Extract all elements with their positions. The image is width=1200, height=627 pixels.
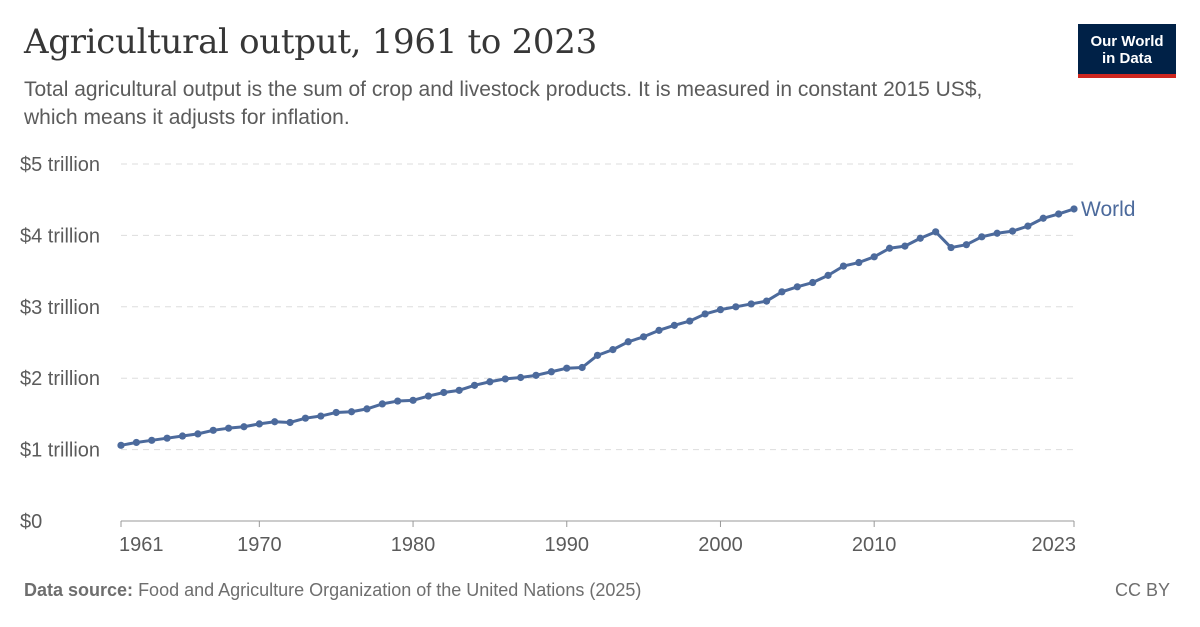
data-point[interactable] — [440, 388, 448, 397]
x-tick-label: 2023 — [1032, 534, 1077, 556]
data-point[interactable] — [332, 408, 340, 417]
data-point[interactable] — [470, 381, 479, 389]
data-point[interactable] — [132, 438, 140, 447]
data-point[interactable] — [978, 233, 986, 241]
data-point[interactable] — [855, 258, 863, 267]
data-point[interactable] — [701, 310, 709, 318]
license-link[interactable]: CC BY — [1114, 580, 1170, 600]
data-point[interactable] — [640, 333, 648, 341]
x-tick-label: 2010 — [852, 534, 897, 556]
data-point[interactable] — [363, 405, 371, 413]
data-point[interactable] — [501, 375, 509, 383]
data-point[interactable] — [624, 338, 632, 346]
data-point[interactable] — [716, 306, 725, 314]
data-point[interactable] — [686, 317, 694, 325]
data-point[interactable] — [655, 326, 663, 334]
data-point[interactable] — [1070, 205, 1078, 213]
y-tick-label: $1 trillion — [20, 440, 100, 462]
series-world[interactable]: World — [117, 198, 1135, 449]
data-point[interactable] — [224, 424, 233, 432]
data-point[interactable] — [901, 242, 909, 250]
data-point[interactable] — [194, 430, 202, 438]
data-source-label: Data source: — [24, 580, 134, 600]
data-point[interactable] — [778, 288, 786, 296]
data-point[interactable] — [163, 434, 171, 442]
data-point[interactable] — [240, 423, 248, 431]
data-point[interactable] — [947, 243, 955, 252]
data-point[interactable] — [455, 386, 463, 394]
y-tick-label: $5 trillion — [20, 154, 100, 176]
data-point[interactable] — [1039, 214, 1047, 222]
data-point[interactable] — [747, 300, 755, 308]
data-point[interactable] — [517, 373, 525, 382]
data-point[interactable] — [793, 283, 801, 291]
data-point[interactable] — [317, 412, 325, 420]
data-point[interactable] — [424, 392, 433, 400]
data-point[interactable] — [1008, 227, 1017, 235]
y-tick-label: $4 trillion — [20, 225, 100, 247]
chart-subtitle: Total agricultural output is the sum of … — [24, 78, 983, 129]
series-line-world[interactable] — [119, 207, 1076, 447]
y-tick-label: $2 trillion — [20, 368, 100, 390]
data-point[interactable] — [593, 351, 602, 359]
data-point[interactable] — [670, 321, 678, 329]
data-point[interactable] — [301, 414, 310, 422]
data-point[interactable] — [1055, 210, 1063, 218]
data-point[interactable] — [547, 368, 555, 376]
x-axis: 1961 1970 1980 1990 2000 2010 2023 — [119, 520, 1077, 556]
y-tick-label: $3 trillion — [20, 297, 100, 319]
data-point[interactable] — [839, 262, 848, 270]
data-point[interactable] — [824, 271, 832, 279]
data-point[interactable] — [286, 418, 294, 427]
data-point[interactable] — [209, 426, 217, 434]
x-tick-label: 2000 — [698, 534, 743, 556]
data-point[interactable] — [1024, 222, 1032, 230]
data-point[interactable] — [762, 297, 771, 305]
data-point[interactable] — [962, 241, 971, 249]
data-point[interactable] — [870, 253, 878, 261]
logo-line-1: Our World — [1090, 33, 1164, 50]
data-point[interactable] — [916, 234, 924, 242]
data-point[interactable] — [486, 378, 494, 386]
data-point[interactable] — [809, 278, 817, 287]
data-point[interactable] — [885, 244, 894, 252]
owid-logo[interactable]: Our World in Data — [1078, 24, 1176, 78]
y-tick-label: $0 — [20, 511, 42, 533]
data-point[interactable] — [117, 441, 125, 449]
data-point[interactable] — [347, 408, 356, 416]
data-source-text[interactable]: Food and Agriculture Organization of the… — [138, 580, 642, 600]
data-point[interactable] — [532, 371, 540, 379]
x-tick-label: 1961 — [119, 534, 164, 556]
data-point[interactable] — [732, 303, 740, 311]
data-point[interactable] — [578, 363, 586, 372]
data-point[interactable] — [271, 418, 279, 426]
data-point[interactable] — [178, 432, 187, 440]
data-source: Data source: Food and Agriculture Organi… — [24, 580, 641, 601]
series-label-world[interactable]: World — [1081, 198, 1135, 221]
data-point[interactable] — [409, 396, 417, 404]
data-point[interactable] — [394, 397, 402, 405]
data-point[interactable] — [255, 420, 263, 428]
x-tick-label: 1990 — [545, 534, 590, 556]
data-point[interactable] — [932, 228, 940, 236]
x-tick-label: 1970 — [237, 534, 282, 556]
data-point[interactable] — [563, 364, 571, 372]
x-tick-label: 1980 — [391, 534, 436, 556]
gridlines: $0 $1 trillion $2 trillion $3 trillion $4 tr… — [20, 154, 1074, 533]
data-point[interactable] — [378, 400, 386, 408]
data-point[interactable] — [993, 229, 1001, 237]
data-point[interactable] — [148, 436, 156, 444]
logo-line-2: in Data — [1101, 50, 1152, 67]
chart-title: Agricultural output, 1961 to 2023 — [24, 22, 597, 62]
data-point[interactable] — [609, 346, 617, 354]
